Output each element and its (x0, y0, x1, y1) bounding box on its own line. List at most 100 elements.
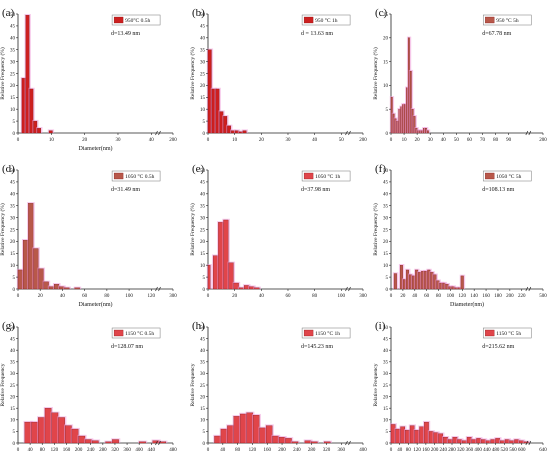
x-tick-label: 200 (539, 138, 547, 143)
histogram-bar (304, 440, 312, 444)
x-tick-label: 20 (82, 138, 88, 143)
x-tick-label: 50 (454, 138, 460, 143)
histogram-bar (214, 435, 221, 444)
histogram-bar (139, 441, 146, 444)
x-tick-label: 10 (49, 138, 55, 143)
legend-box (482, 327, 532, 339)
x-tick-label: 80 (406, 448, 412, 453)
y-tick-label: 5 (13, 276, 16, 281)
y-tick-label: 5 (203, 430, 206, 435)
legend-swatch (113, 16, 124, 24)
x-tick-label: 40 (60, 294, 66, 299)
legend-swatch (485, 329, 495, 337)
panel-c: 0 5 10 15 20 25 0 10 20 30 40 50 60 70 80 90 200 (c) Relat… (372, 7, 547, 143)
x-tick-label: 160 (422, 448, 430, 453)
axis-break-mark (345, 286, 348, 292)
y-tick-label: 0 (13, 132, 16, 137)
x-tick-label: 90 (506, 138, 512, 143)
axis-break-mark (345, 130, 348, 136)
histogram-bar (78, 435, 86, 444)
y-tick-label: 30 (383, 372, 389, 377)
y-tick-label: 25 (200, 384, 206, 389)
histogram-bar (29, 88, 34, 134)
y-tick-label: 45 (200, 25, 206, 30)
x-tick-label: 200 (431, 448, 439, 453)
axis-break-mark (348, 130, 351, 136)
x-tick-label: 300 (169, 294, 177, 299)
x-tick-label: 440 (148, 448, 156, 453)
y-tick-label: 45 (383, 337, 389, 342)
x-tick-label: 360 (123, 448, 131, 453)
axis-break-mark (345, 440, 348, 446)
histogram-bar (265, 425, 273, 444)
y-tick-label: 15 (383, 60, 389, 65)
panel-label: (d) (2, 163, 15, 175)
x-tick-label: 40 (149, 138, 155, 143)
x-tick-label: 200 (169, 138, 177, 143)
x-tick-label: 200 (506, 294, 514, 299)
y-tick-label: 40 (10, 193, 16, 198)
panel-label: (f) (375, 163, 386, 175)
x-tick-label: 480 (169, 448, 177, 453)
y-axis-label: Relative Frequency (%) (0, 47, 6, 100)
y-tick-label: 20 (200, 84, 206, 89)
histogram-bar (37, 128, 41, 134)
y-tick-label: 50 (200, 326, 206, 331)
mean-diameter-annotation: d = 13.63 nm (301, 31, 333, 37)
mean-diameter-annotation: d=13.49 nm (111, 31, 140, 37)
y-tick-label: 5 (386, 108, 389, 113)
histogram-bar (223, 219, 229, 290)
mean-diameter-annotation: d=37.98 nm (301, 187, 330, 193)
y-tick-label: 25 (200, 228, 206, 233)
x-tick-label: 60 (467, 138, 473, 143)
y-tick-label: 25 (383, 13, 389, 18)
panel-label: (h) (192, 320, 205, 332)
histogram-bar (240, 413, 247, 444)
x-tick-label: 440 (483, 448, 491, 453)
panel-label: (c) (375, 7, 388, 19)
y-tick-label: 10 (200, 419, 206, 424)
x-tick-label: 400 (135, 448, 143, 453)
legend-box (111, 14, 161, 26)
y-tick-label: 10 (10, 264, 16, 269)
histogram-bar (91, 440, 99, 444)
x-tick-label: 480 (492, 448, 500, 453)
legend-label: 1150 °C 5h (496, 330, 521, 337)
y-tick-label: 40 (200, 349, 206, 354)
x-tick-label: 200 (278, 448, 286, 453)
y-tick-label: 20 (200, 240, 206, 245)
y-tick-label: 50 (10, 13, 16, 18)
y-tick-label: 15 (10, 96, 16, 101)
x-tick-label: 520 (501, 448, 509, 453)
axis-break-mark (528, 440, 532, 446)
x-tick-label: 20 (38, 294, 44, 299)
y-tick-label: 15 (383, 407, 389, 412)
histogram-bar (44, 408, 52, 444)
y-tick-label: 0 (386, 442, 389, 447)
x-tick-label: 240 (87, 448, 95, 453)
legend-swatch (113, 172, 124, 180)
legend-label: 1150 °C 0.5h (125, 330, 154, 337)
x-tick-label: 140 (470, 294, 478, 299)
panel-label: (i) (375, 320, 386, 332)
histogram-bar (48, 130, 53, 134)
x-tick-label: 400 (474, 448, 482, 453)
panel-label: (g) (2, 320, 15, 332)
histogram-bar (254, 287, 260, 290)
legend-box (111, 327, 161, 339)
axis-break-mark (348, 440, 351, 446)
x-tick-label: 500 (539, 294, 547, 299)
legend-label: 1050 °C 1h (315, 173, 340, 180)
x-tick-label: 70 (480, 138, 486, 143)
y-axis-label: Relative Frequency (0, 363, 6, 406)
x-tick-label: 120 (249, 448, 257, 453)
histogram-bar (285, 438, 292, 444)
legend-box (301, 327, 351, 339)
mean-diameter-annotation: d=31.49 nm (111, 187, 140, 193)
axis-break-mark (155, 440, 158, 446)
x-tick-label: 0 (390, 138, 393, 143)
x-tick-label: 280 (448, 448, 456, 453)
x-tick-label: 80 (436, 294, 442, 299)
mean-diameter-annotation: d=108.13 nm (482, 187, 514, 193)
